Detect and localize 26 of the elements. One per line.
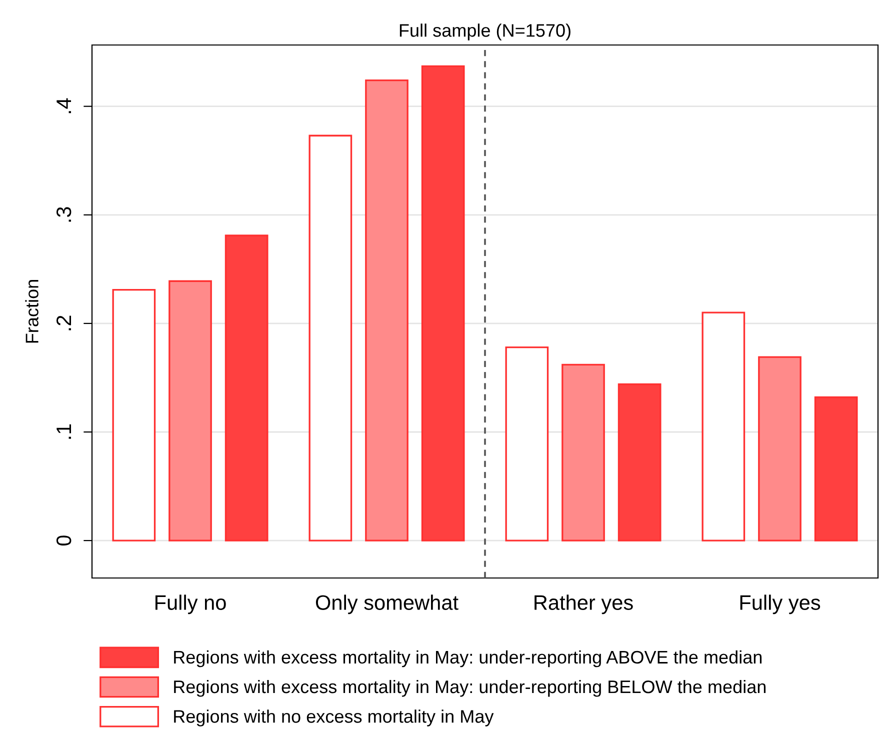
y-tick-label: .1 <box>56 424 72 439</box>
bar <box>618 383 662 542</box>
chart-title: Full sample (N=1570) <box>400 24 570 40</box>
bar <box>702 312 746 542</box>
y-tick-label: .4 <box>56 98 72 114</box>
y-tick-label: 0 <box>56 536 72 546</box>
y-tick-label: .3 <box>56 207 72 222</box>
bar <box>112 288 156 542</box>
bar <box>308 134 352 542</box>
x-tick-label: Only somewhat <box>316 594 458 614</box>
bar <box>814 396 858 542</box>
bar <box>421 65 465 542</box>
bar <box>365 79 408 542</box>
legend-label: Regions with excess mortality in May: under-reporting ABOVE the median <box>174 650 762 668</box>
legend-label: Regions with excess mortality in May: under-reporting BELOW the median <box>174 680 766 697</box>
bar <box>168 280 212 542</box>
y-tick-label: .2 <box>56 316 72 330</box>
x-tick-label: Fully yes <box>740 594 820 614</box>
x-tick-label: Fully no <box>155 594 226 614</box>
bar <box>562 364 605 542</box>
y-axis-title: Fraction <box>25 280 38 343</box>
legend-label: Regions with no excess mortality in May <box>174 710 494 726</box>
bar <box>758 356 802 542</box>
bar <box>224 234 268 542</box>
bar <box>505 346 549 542</box>
x-tick-label: Rather yes <box>534 594 633 614</box>
